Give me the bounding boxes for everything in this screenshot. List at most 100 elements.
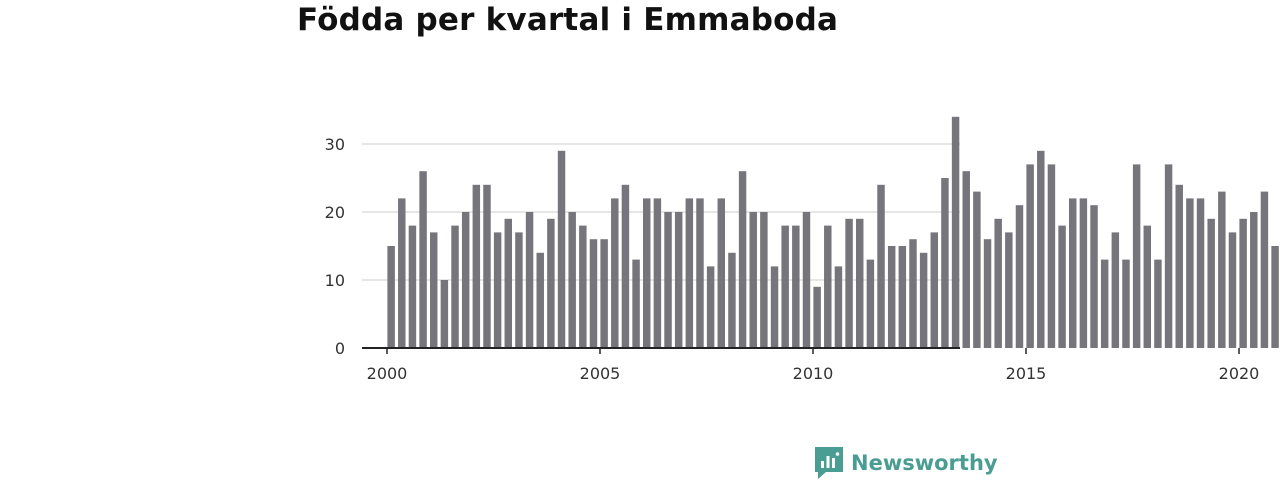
bar — [440, 280, 449, 348]
bar — [1228, 232, 1237, 348]
newsworthy-logo-icon — [815, 447, 843, 479]
bar — [664, 212, 672, 348]
bar — [472, 184, 481, 348]
bar — [1186, 198, 1194, 348]
bar — [568, 212, 576, 348]
bar — [461, 212, 470, 348]
bar — [696, 198, 704, 348]
x-tick-label: 2010 — [793, 364, 834, 383]
bar — [1026, 164, 1034, 348]
x-tick-label: 2020 — [1219, 364, 1260, 383]
bar — [706, 266, 715, 348]
bar — [685, 198, 694, 348]
bar — [1132, 164, 1141, 348]
bar — [717, 198, 726, 348]
bar — [451, 225, 459, 348]
bar — [930, 232, 939, 348]
bar — [866, 259, 875, 348]
bar — [643, 198, 651, 348]
bar — [589, 239, 598, 348]
bar — [536, 252, 544, 348]
bar — [515, 232, 523, 348]
bar — [834, 266, 843, 348]
bar — [919, 252, 928, 348]
bar — [728, 252, 736, 348]
bar — [1122, 259, 1130, 348]
bar — [600, 239, 608, 348]
bar — [504, 218, 513, 348]
x-tick-label: 2005 — [580, 364, 621, 383]
bar — [387, 246, 395, 348]
bar — [909, 239, 917, 348]
brand-name: Newsworthy — [851, 451, 998, 475]
bar — [887, 246, 896, 348]
bar — [962, 171, 970, 348]
y-tick-label: 10 — [325, 271, 345, 290]
bar — [1164, 164, 1173, 348]
bar — [1250, 212, 1258, 348]
bar — [1218, 191, 1226, 348]
bar — [1005, 232, 1013, 348]
bar — [1143, 225, 1152, 348]
x-tick-label: 2015 — [1006, 364, 1047, 383]
bar — [898, 246, 907, 348]
bar — [1069, 198, 1077, 348]
labels: 01020309200020052010201520202025 — [325, 135, 1260, 383]
bar — [621, 184, 630, 348]
bar — [632, 259, 640, 348]
bar — [674, 212, 683, 348]
bar — [419, 171, 427, 348]
bar — [951, 116, 960, 348]
bar — [398, 198, 406, 348]
bar — [1037, 150, 1045, 348]
bar — [1154, 259, 1162, 348]
bar — [1058, 225, 1066, 348]
y-tick-label: 30 — [325, 135, 345, 154]
bar — [973, 191, 981, 348]
bar — [941, 178, 949, 348]
bar — [408, 225, 417, 348]
bar — [792, 225, 800, 348]
bar — [547, 218, 555, 348]
chart-title: Födda per kvartal i Emmaboda — [297, 2, 839, 38]
bar — [813, 286, 821, 348]
bar — [579, 225, 587, 348]
bar — [824, 225, 832, 348]
bar — [525, 212, 534, 348]
bar — [557, 150, 566, 348]
y-tick-label: 0 — [335, 339, 345, 358]
bar — [1207, 218, 1215, 348]
bar — [1100, 259, 1109, 348]
bar — [856, 218, 864, 348]
bar — [877, 184, 885, 348]
bar — [770, 266, 779, 348]
bar — [1079, 198, 1088, 348]
bar — [738, 171, 747, 348]
bar — [1090, 205, 1098, 348]
bar — [760, 212, 768, 348]
bar — [493, 232, 502, 348]
bar — [1047, 164, 1056, 348]
y-tick-label: 20 — [325, 203, 345, 222]
bar — [611, 198, 619, 348]
bar — [483, 184, 491, 348]
bar — [781, 225, 789, 348]
newsworthy-brand: Newsworthy — [815, 447, 998, 479]
axes — [362, 347, 1240, 354]
bar — [802, 212, 811, 348]
bar — [749, 212, 757, 348]
bar — [653, 198, 662, 348]
bar — [994, 218, 1002, 348]
bar — [1239, 218, 1247, 348]
bar — [1175, 184, 1183, 348]
x-tick-label: 2000 — [367, 364, 408, 383]
bar — [430, 232, 438, 348]
bar — [845, 218, 853, 348]
bar — [1111, 232, 1120, 348]
bar — [1015, 205, 1024, 348]
bar — [1196, 198, 1205, 348]
bars — [387, 116, 1279, 348]
bar — [983, 239, 992, 348]
bar — [1271, 246, 1279, 348]
